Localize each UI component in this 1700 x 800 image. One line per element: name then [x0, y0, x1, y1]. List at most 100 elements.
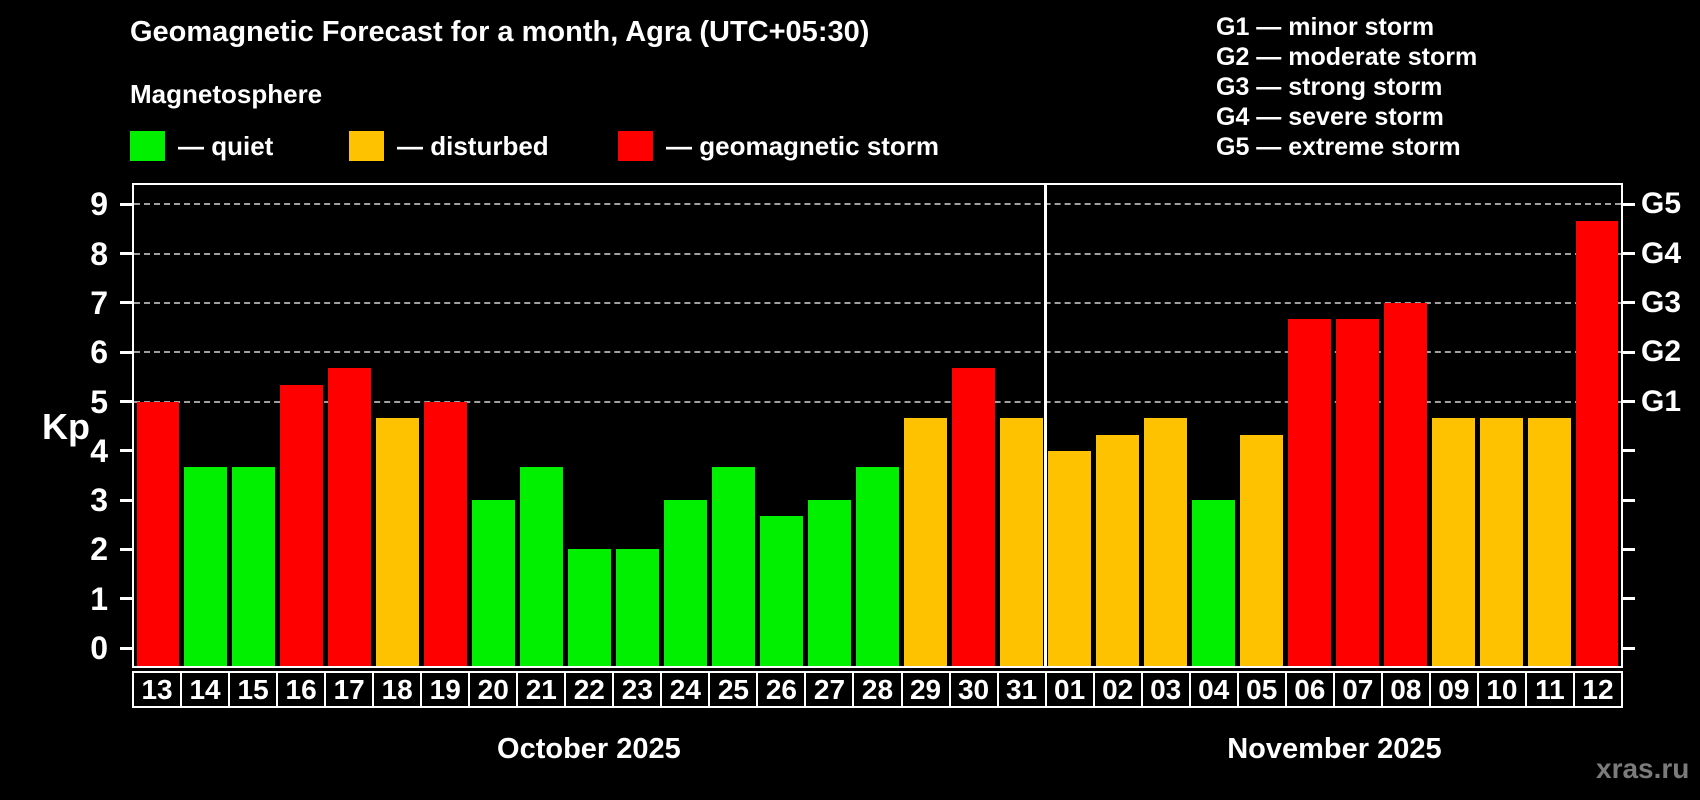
- left-tick-4: [120, 449, 132, 453]
- kp-bar-18: [376, 417, 420, 666]
- g-level-label-g3: G3: [1641, 285, 1682, 319]
- date-cell-29: 29: [900, 671, 951, 708]
- g-level-label-g5: G5: [1641, 187, 1682, 221]
- date-cell-14: 14: [180, 671, 231, 708]
- date-cell-12: 12: [1572, 671, 1623, 708]
- g2-legend-line: G2 — moderate storm: [1216, 43, 1478, 71]
- gridline-kp-6: [134, 351, 1621, 354]
- kp-bar-31: [999, 417, 1043, 666]
- month-label-november: November 2025: [1227, 733, 1442, 765]
- kp-bar-22: [568, 549, 612, 666]
- date-cell-13: 13: [132, 671, 183, 708]
- date-cell-15: 15: [228, 671, 279, 708]
- date-cell-28: 28: [852, 671, 903, 708]
- y-tick-label-1: 1: [90, 580, 108, 617]
- left-tick-2: [120, 547, 132, 551]
- left-tick-7: [120, 301, 132, 305]
- kp-bar-09: [1431, 417, 1475, 666]
- kp-bar-05: [1239, 434, 1283, 666]
- left-tick-9: [120, 202, 132, 206]
- kp-bar-24: [664, 500, 708, 666]
- kp-bar-20: [472, 500, 516, 666]
- date-cell-20: 20: [468, 671, 519, 708]
- date-cell-07: 07: [1332, 671, 1383, 708]
- kp-bar-04: [1191, 500, 1235, 666]
- g-scale-legend: G1 — minor storm G2 — moderate storm G3 …: [1216, 12, 1477, 162]
- kp-bar-29: [903, 417, 947, 666]
- g4-legend-line: G4 — severe storm: [1216, 103, 1444, 131]
- kp-bar-19: [424, 401, 468, 666]
- right-tick-6: [1623, 350, 1635, 354]
- y-tick-label-5: 5: [90, 383, 108, 420]
- g3-legend-line: G3 — strong storm: [1216, 73, 1443, 101]
- y-tick-label-7: 7: [90, 284, 108, 321]
- kp-bar-28: [856, 467, 899, 666]
- date-cell-06: 06: [1284, 671, 1335, 708]
- date-cell-03: 03: [1140, 671, 1191, 708]
- date-cell-04: 04: [1188, 671, 1239, 708]
- storm-label: — geomagnetic storm: [666, 130, 940, 161]
- kp-bar-26: [760, 516, 804, 666]
- y-tick-label-0: 0: [90, 630, 108, 666]
- kp-bar-25: [712, 467, 756, 666]
- date-cell-19: 19: [420, 671, 471, 708]
- date-axis: 13 14 15 16 17 18 19 20 21 22 23 24 25 26 27 28 29 30 31 01…: [132, 671, 1623, 708]
- y-tick-label-3: 3: [90, 482, 108, 519]
- kp-bar-01: [1047, 450, 1091, 666]
- date-cell-02: 02: [1092, 671, 1143, 708]
- gridline-kp-8: [134, 252, 1621, 255]
- y-tick-label-9: 9: [90, 186, 108, 223]
- right-tick-4: [1623, 449, 1635, 453]
- kp-bar-03: [1143, 417, 1187, 666]
- quiet-color-swatch: [130, 131, 165, 161]
- date-cell-26: 26: [756, 671, 807, 708]
- kp-bar-02: [1095, 434, 1139, 666]
- kp-bar-14: [184, 467, 228, 666]
- plot-area: [132, 183, 1623, 668]
- date-cell-01: 01: [1044, 671, 1095, 708]
- magnetosphere-label: Magnetosphere: [130, 79, 323, 109]
- left-tick-6: [120, 350, 132, 354]
- date-cell-21: 21: [516, 671, 567, 708]
- y-tick-label-6: 6: [90, 334, 108, 371]
- watermark: xras.ru: [1596, 753, 1690, 784]
- kp-bar-23: [616, 549, 660, 666]
- date-cell-23: 23: [612, 671, 663, 708]
- disturbed-color-swatch: [349, 131, 384, 161]
- date-cell-17: 17: [324, 671, 375, 708]
- g-level-label-g4: G4: [1641, 236, 1682, 270]
- kp-bar-21: [520, 467, 564, 666]
- date-cell-24: 24: [660, 671, 711, 708]
- right-tick-0: [1623, 646, 1635, 650]
- kp-bar-06: [1287, 319, 1331, 666]
- legend-item-quiet: — quiet: [130, 130, 273, 162]
- kp-bar-10: [1479, 417, 1523, 666]
- chart-title: Geomagnetic Forecast for a month, Agra (…: [130, 16, 870, 48]
- kp-bar-12: [1575, 220, 1619, 666]
- kp-bar-16: [280, 385, 324, 666]
- left-tick-3: [120, 498, 132, 502]
- gridline-kp-5: [134, 400, 1621, 403]
- date-cell-05: 05: [1236, 671, 1287, 708]
- legend-item-disturbed: — disturbed: [349, 130, 549, 162]
- left-tick-5: [120, 400, 132, 403]
- y-tick-label-4: 4: [90, 432, 108, 469]
- kp-bar-07: [1335, 319, 1379, 666]
- left-tick-1: [120, 597, 132, 601]
- date-cell-30: 30: [948, 671, 999, 708]
- gridline-kp-9: [134, 203, 1621, 206]
- month-label-october: October 2025: [497, 733, 681, 765]
- kp-bar-17: [328, 368, 372, 666]
- g5-legend-line: G5 — extreme storm: [1216, 133, 1461, 161]
- kp-bar-27: [808, 500, 851, 666]
- month-separator: [1043, 185, 1047, 666]
- y-tick-label-8: 8: [90, 235, 108, 272]
- left-tick-8: [120, 252, 132, 256]
- kp-bar-30: [951, 368, 995, 666]
- g-level-label-g2: G2: [1641, 335, 1682, 369]
- y-axis-title: Kp: [42, 406, 90, 447]
- date-cell-09: 09: [1428, 671, 1479, 708]
- kp-bar-08: [1383, 302, 1427, 666]
- left-tick-0: [120, 646, 132, 650]
